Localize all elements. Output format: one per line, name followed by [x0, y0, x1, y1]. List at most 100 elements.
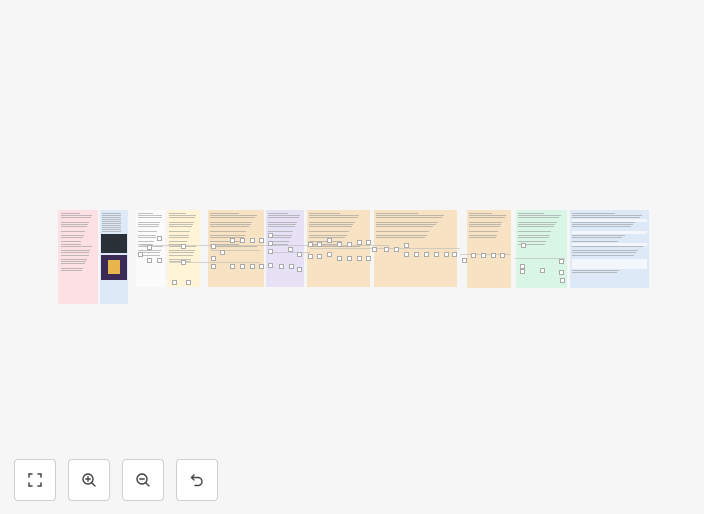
- diagram-node[interactable]: [288, 247, 293, 252]
- text-line: [309, 221, 355, 223]
- reset-view-button[interactable]: [176, 459, 218, 501]
- diagram-node[interactable]: [317, 254, 322, 259]
- diagram-node[interactable]: [259, 264, 264, 269]
- text-line: [376, 221, 438, 223]
- text-line: [309, 217, 358, 219]
- diagram-node[interactable]: [268, 241, 273, 246]
- text-line: [102, 219, 122, 220]
- panel-flow-orange-4[interactable]: [467, 210, 511, 288]
- diagram-node[interactable]: [230, 264, 235, 269]
- diagram-node[interactable]: [138, 252, 143, 257]
- diagram-node[interactable]: [366, 256, 371, 261]
- diagram-node[interactable]: [259, 238, 264, 243]
- diagram-node[interactable]: [297, 267, 302, 272]
- diagram-node[interactable]: [337, 256, 342, 261]
- diagram-node[interactable]: [297, 252, 302, 257]
- text-line: [469, 237, 496, 238]
- text-line: [138, 237, 156, 238]
- diagram-node[interactable]: [404, 252, 409, 257]
- diagram-node[interactable]: [540, 268, 545, 273]
- diagram-node[interactable]: [157, 258, 162, 263]
- diagram-node[interactable]: [240, 264, 245, 269]
- zoom-out-button[interactable]: [122, 459, 164, 501]
- text-line: [61, 243, 81, 245]
- diagram-node[interactable]: [414, 252, 419, 257]
- diagram-node[interactable]: [452, 252, 457, 257]
- diagram-node[interactable]: [462, 258, 467, 263]
- diagram-node[interactable]: [559, 259, 564, 264]
- diagram-node[interactable]: [327, 238, 332, 243]
- panel-flow-orange-1[interactable]: [208, 210, 264, 287]
- diagram-node[interactable]: [279, 264, 284, 269]
- diagram-node[interactable]: [230, 238, 235, 243]
- fit-view-button[interactable]: [14, 459, 56, 501]
- text-line: [309, 226, 352, 228]
- diagram-node[interactable]: [471, 253, 476, 258]
- text-line: [102, 225, 122, 226]
- diagram-node[interactable]: [520, 264, 525, 269]
- text-line: [518, 234, 551, 236]
- text-line: [572, 237, 623, 238]
- text-line: [169, 226, 192, 228]
- text-line: [518, 237, 549, 238]
- diagram-node[interactable]: [240, 238, 245, 243]
- diagram-node[interactable]: [181, 260, 186, 265]
- diagram-node[interactable]: [317, 242, 322, 247]
- diagram-node[interactable]: [357, 256, 362, 261]
- diagram-node[interactable]: [172, 280, 177, 285]
- text-line: [376, 215, 444, 217]
- diagram-node[interactable]: [211, 264, 216, 269]
- text-line: [469, 217, 505, 219]
- diagram-node[interactable]: [268, 263, 273, 268]
- text-line: [210, 215, 257, 217]
- text-line: [61, 234, 85, 236]
- diagram-node[interactable]: [220, 250, 225, 255]
- diagram-node[interactable]: [157, 236, 162, 241]
- diagram-node[interactable]: [434, 252, 439, 257]
- diagram-node[interactable]: [366, 240, 371, 245]
- diagram-node[interactable]: [147, 258, 152, 263]
- diagram-node[interactable]: [357, 240, 362, 245]
- code-block: [572, 231, 647, 234]
- diagram-node[interactable]: [327, 252, 332, 257]
- text-line: [572, 250, 639, 252]
- diagram-node[interactable]: [500, 253, 505, 258]
- diagram-node[interactable]: [491, 253, 496, 258]
- diagram-node[interactable]: [520, 269, 525, 274]
- diagram-node[interactable]: [250, 264, 255, 269]
- diagram-node[interactable]: [384, 247, 389, 252]
- diagram-node[interactable]: [186, 280, 191, 285]
- panel-notes-blue[interactable]: [570, 210, 649, 288]
- diagram-node[interactable]: [211, 244, 216, 249]
- panel-flow-purple[interactable]: [266, 210, 304, 287]
- panel-notes-pink[interactable]: [58, 210, 98, 304]
- diagram-node[interactable]: [308, 242, 313, 247]
- diagram-node[interactable]: [560, 278, 565, 283]
- diagram-node[interactable]: [444, 252, 449, 257]
- panel-flow-green[interactable]: [516, 210, 567, 288]
- diagram-node[interactable]: [521, 243, 526, 248]
- text-line: [309, 243, 341, 245]
- diagram-node[interactable]: [250, 238, 255, 243]
- diagram-node[interactable]: [347, 256, 352, 261]
- diagram-node[interactable]: [424, 252, 429, 257]
- diagram-node[interactable]: [181, 244, 186, 249]
- diagram-node[interactable]: [268, 233, 273, 238]
- diagram-node[interactable]: [372, 247, 377, 252]
- diagram-node[interactable]: [211, 256, 216, 261]
- diagram-node[interactable]: [394, 247, 399, 252]
- text-line: [169, 217, 196, 219]
- diagram-node[interactable]: [404, 243, 409, 248]
- diagram-node[interactable]: [289, 264, 294, 269]
- diagram-node[interactable]: [147, 245, 152, 250]
- text-line: [268, 226, 296, 228]
- text-line: [210, 243, 240, 245]
- diagram-node[interactable]: [308, 254, 313, 259]
- zoom-in-button[interactable]: [68, 459, 110, 501]
- diagram-node[interactable]: [268, 249, 273, 254]
- diagram-node[interactable]: [337, 242, 342, 247]
- diagram-node[interactable]: [347, 242, 352, 247]
- diagram-node[interactable]: [481, 253, 486, 258]
- diagram-node[interactable]: [559, 270, 564, 275]
